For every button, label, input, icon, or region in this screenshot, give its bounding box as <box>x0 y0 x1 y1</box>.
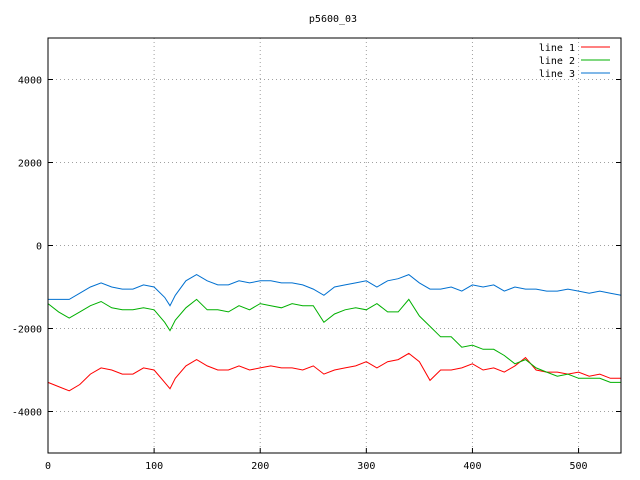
y-tick-label: -2000 <box>12 325 42 336</box>
series-line-1 <box>47 352 621 392</box>
series-line-2 <box>47 298 621 383</box>
y-tick-label: 4000 <box>18 76 42 87</box>
x-tick-label: 200 <box>251 461 269 472</box>
legend-label-3: line 3 <box>539 69 575 80</box>
x-tick-label: 300 <box>357 461 375 472</box>
x-tick-label: 100 <box>145 461 163 472</box>
x-tick-label: 0 <box>45 461 51 472</box>
chart-title: p5600_03 <box>309 14 357 25</box>
legend-label-2: line 2 <box>539 56 575 67</box>
series-line-3 <box>48 274 622 307</box>
legend-label-1: line 1 <box>539 43 575 54</box>
grid <box>48 38 621 453</box>
plot-frame <box>47 37 622 454</box>
axes-layer: 0 100 200 300 400 500 -4000 -2000 0 2000 4000 <box>12 37 622 472</box>
series-layer <box>47 274 622 392</box>
y-tick-label: 0 <box>36 242 42 253</box>
legend: line 1 line 2 line 3 <box>539 43 610 80</box>
x-tick-label: 400 <box>463 461 481 472</box>
y-tick-label: 2000 <box>18 159 42 170</box>
x-tick-label: 500 <box>570 461 588 472</box>
y-tick-label: -4000 <box>12 408 42 419</box>
